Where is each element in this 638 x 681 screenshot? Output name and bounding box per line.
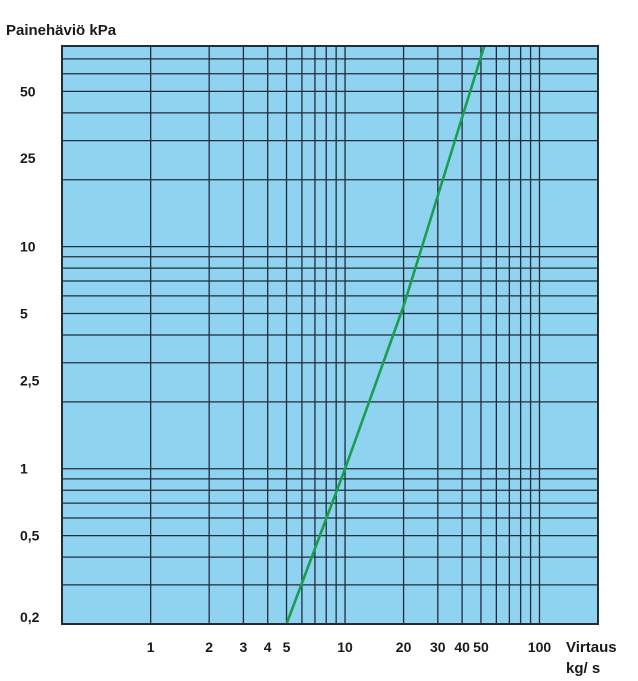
pressure-drop-line xyxy=(285,45,486,625)
y-tick-label: 0,5 xyxy=(20,528,40,544)
x-axis-title-line: kg/ s xyxy=(566,660,600,677)
x-tick-label: 5 xyxy=(283,639,291,655)
y-tick-label: 10 xyxy=(20,239,36,255)
y-tick-labels: 0,2 0,5 1 2,5 5 10 25 50 xyxy=(20,83,40,625)
x-tick-label: 2 xyxy=(205,639,213,655)
y-tick-label: 0,2 xyxy=(20,609,40,625)
x-tick-label: 30 xyxy=(430,639,446,655)
plot-frame xyxy=(61,45,599,625)
y-tick-label: 5 xyxy=(20,305,28,321)
series-layer xyxy=(285,45,486,625)
y-axis-title: Painehäviö kPa xyxy=(6,22,117,39)
x-tick-label: 1 xyxy=(147,639,155,655)
y-tick-label: 25 xyxy=(20,150,36,166)
y-tick-label: 1 xyxy=(20,461,28,477)
x-tick-label: 3 xyxy=(240,639,248,655)
x-tick-label: 100 xyxy=(528,639,552,655)
x-tick-label: 50 xyxy=(473,639,489,655)
y-tick-label: 50 xyxy=(20,83,36,99)
x-tick-labels: 1 2 3 4 5 10 20 30 40 50 100 xyxy=(147,639,552,655)
x-tick-label: 10 xyxy=(337,639,353,655)
x-tick-label: 20 xyxy=(396,639,412,655)
y-tick-label: 2,5 xyxy=(20,372,40,388)
x-tick-label: 40 xyxy=(454,639,470,655)
x-axis-title-line: Virtaus xyxy=(566,639,617,656)
x-tick-label: 4 xyxy=(264,639,272,655)
horizontal-gridlines xyxy=(62,58,598,586)
x-axis-title: Virtaus kg/ s xyxy=(566,639,617,677)
